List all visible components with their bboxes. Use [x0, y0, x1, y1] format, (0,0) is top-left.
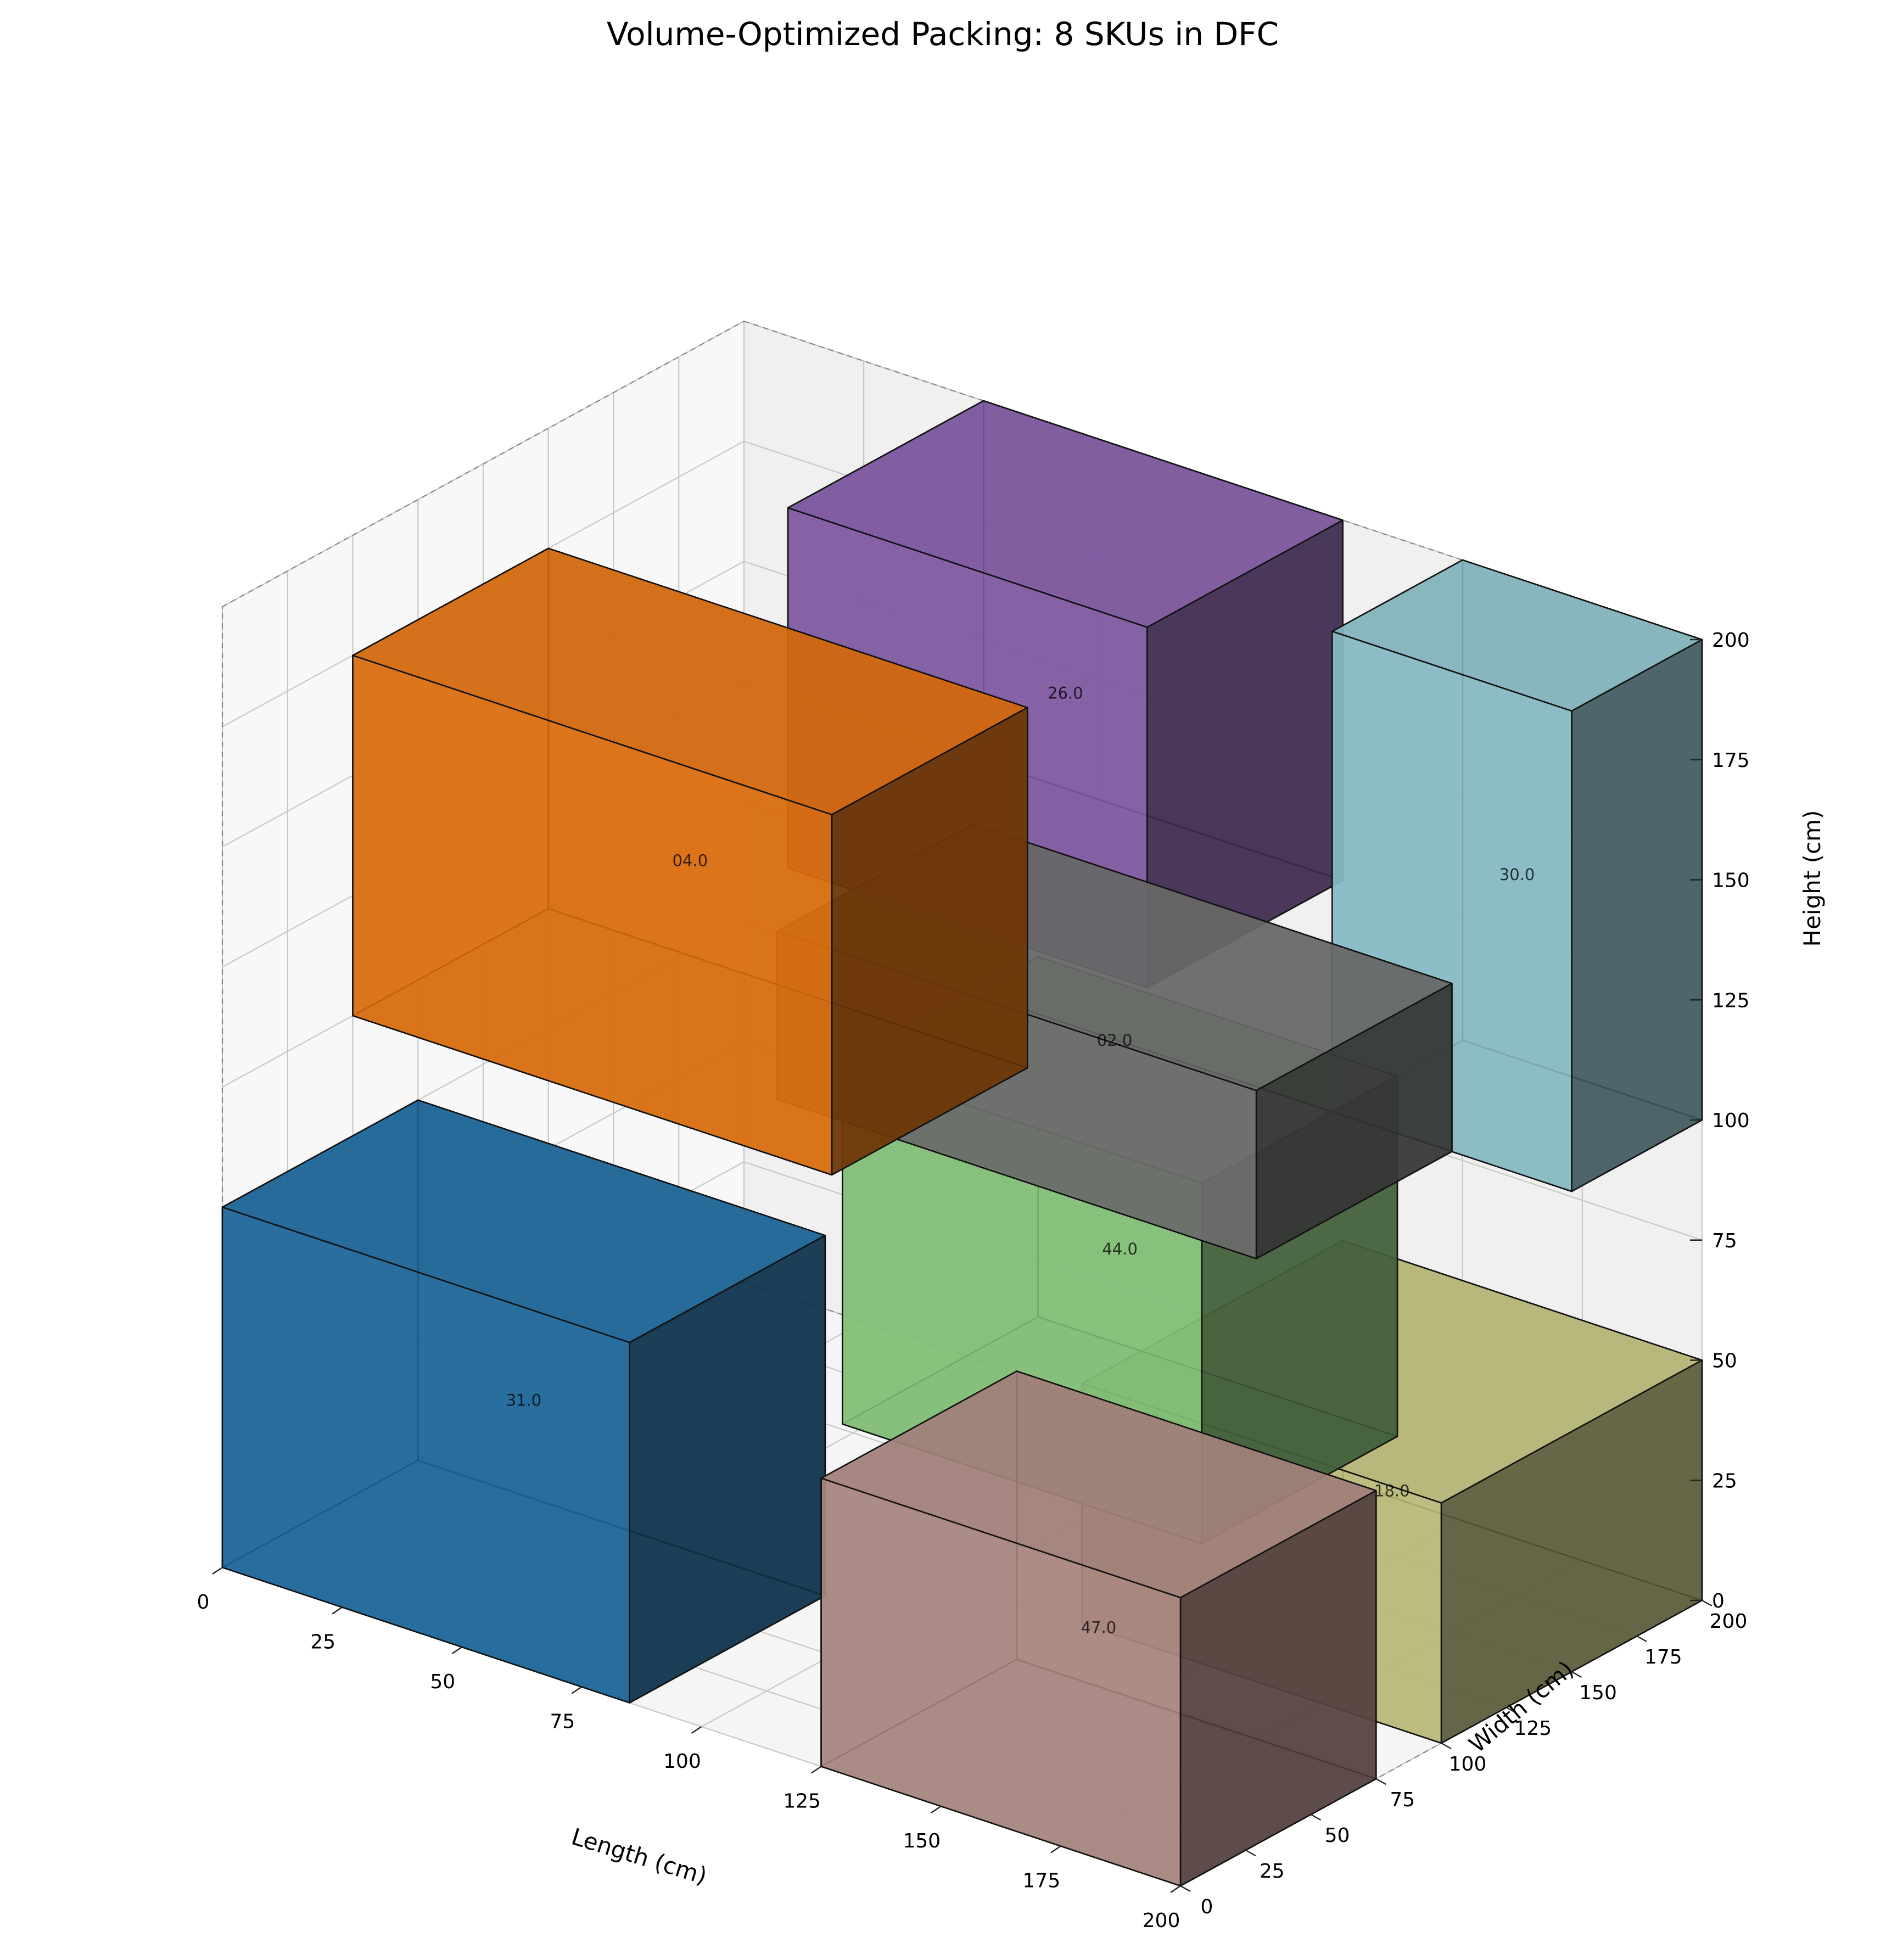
- sku-box: 02.0: [776, 824, 1453, 1259]
- z-tick-label: 75: [1712, 1230, 1737, 1252]
- sku-boxes: 26.0 18.0 30.0 44.0 02.0 04.0 31.0 47.0: [221, 400, 1703, 1887]
- y-tick-mark: [1506, 1706, 1517, 1714]
- y-tick-label: 200: [1710, 1610, 1748, 1633]
- x-tick-label: 150: [903, 1830, 941, 1852]
- box-label: 44.0: [1102, 1240, 1138, 1258]
- x-tick-label: 175: [1023, 1870, 1061, 1892]
- x-tick-label: 75: [550, 1711, 575, 1733]
- y-tick-mark: [1310, 1813, 1322, 1821]
- chart-title: Volume-Optimized Packing: 8 SKUs in DFC: [607, 15, 1279, 53]
- y-tick-mark: [1571, 1671, 1582, 1678]
- y-tick-mark: [1636, 1635, 1647, 1643]
- x-tick-label: 100: [663, 1750, 701, 1773]
- y-tick-mark: [1441, 1742, 1452, 1750]
- sku-box: 31.0: [221, 1099, 826, 1704]
- x-tick-label: 0: [197, 1591, 210, 1614]
- z-tick-label: 175: [1712, 749, 1750, 772]
- y-tick-label: 0: [1201, 1896, 1213, 1918]
- box-label: 26.0: [1048, 684, 1083, 702]
- axis-ticks: 0 0 0 25 25 25 50 50 50 75 75 75 100 100 100 125 125 125 1…: [197, 629, 1750, 1932]
- sku-box: 04.0: [352, 547, 1028, 1176]
- y-tick-label: 25: [1260, 1860, 1285, 1883]
- x-tick-mark: [810, 1766, 822, 1774]
- y-tick-label: 50: [1325, 1824, 1350, 1847]
- x-tick-mark: [691, 1726, 702, 1734]
- z-tick-label: 150: [1712, 870, 1750, 892]
- box-label: 18.0: [1374, 1482, 1410, 1500]
- x-tick-mark: [1050, 1845, 1061, 1853]
- z-tick-label: 25: [1712, 1470, 1737, 1492]
- box-label: 02.0: [1097, 1031, 1133, 1050]
- y-tick-label: 150: [1579, 1682, 1617, 1704]
- z-tick-label: 0: [1712, 1590, 1725, 1612]
- z-tick-label: 125: [1712, 989, 1750, 1012]
- box-label: 30.0: [1499, 865, 1535, 884]
- y-tick-mark: [1180, 1885, 1191, 1892]
- z-tick-label: 50: [1712, 1350, 1737, 1373]
- x-tick-label: 125: [783, 1790, 821, 1813]
- x-axis-label: Length (cm): [568, 1823, 710, 1889]
- box-front-face: [221, 1206, 630, 1704]
- y-tick-label: 100: [1449, 1753, 1487, 1776]
- box-label: 04.0: [673, 851, 708, 870]
- x-tick-mark: [332, 1606, 343, 1615]
- box-right-face: [1571, 639, 1703, 1192]
- x-tick-label: 200: [1143, 1909, 1180, 1932]
- y-tick-label: 75: [1390, 1789, 1415, 1811]
- z-tick-label: 100: [1712, 1110, 1750, 1132]
- x-tick-label: 25: [310, 1631, 335, 1654]
- y-tick-label: 175: [1644, 1646, 1682, 1668]
- z-tick-label: 200: [1712, 629, 1750, 652]
- x-tick-mark: [571, 1686, 583, 1694]
- box-front-face: [352, 654, 833, 1176]
- x-tick-mark: [1170, 1885, 1181, 1893]
- container-edge: [222, 321, 745, 607]
- y-tick-label: 125: [1514, 1717, 1552, 1740]
- x-tick-mark: [451, 1647, 462, 1654]
- x-tick-mark: [931, 1806, 942, 1813]
- x-tick-label: 50: [430, 1671, 455, 1693]
- y-tick-mark: [1245, 1849, 1256, 1857]
- y-tick-mark: [1375, 1778, 1386, 1785]
- y-tick-mark: [1702, 1599, 1712, 1607]
- sku-box: 47.0: [820, 1370, 1377, 1887]
- box-label: 47.0: [1081, 1618, 1117, 1637]
- box-label: 31.0: [506, 1391, 542, 1410]
- z-axis-label: Height (cm): [1799, 810, 1826, 947]
- x-tick-mark: [212, 1567, 223, 1575]
